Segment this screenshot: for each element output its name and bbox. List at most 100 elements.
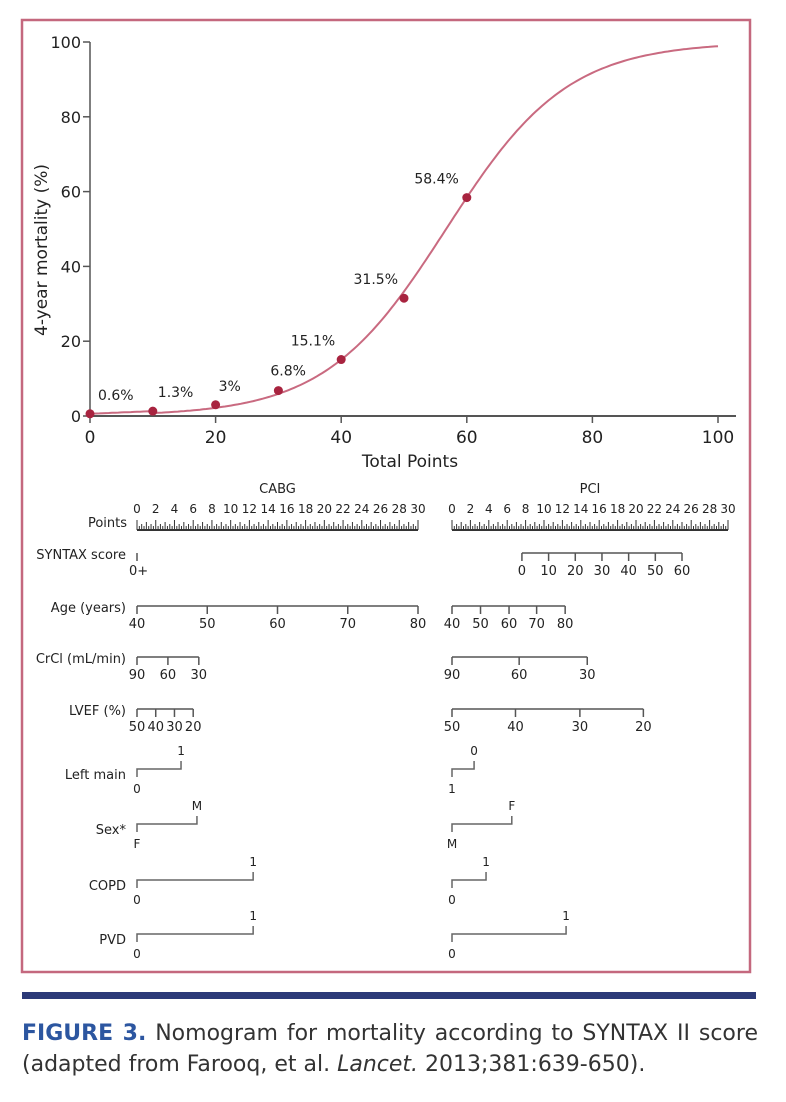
scale-label: F [508, 799, 515, 813]
points-tick-label: 28 [392, 502, 407, 516]
points-tick-label: 24 [665, 502, 680, 516]
points-tick-label: 30 [410, 502, 425, 516]
scale-label: 20 [185, 720, 202, 735]
scale-label: 10 [540, 564, 557, 579]
scale-label: 40 [129, 617, 146, 632]
points-tick-label: 28 [702, 502, 717, 516]
points-tick-label: 26 [684, 502, 699, 516]
data-label: 31.5% [354, 272, 398, 288]
binary-scale [136, 872, 254, 888]
row-label: SYNTAX score [36, 548, 126, 563]
points-tick-label: 20 [628, 502, 643, 516]
scale-label: 0 [448, 947, 456, 961]
points-tick-label: 2 [467, 502, 475, 516]
figure-caption: FIGURE 3. Nomogram for mortality accordi… [22, 1018, 758, 1080]
data-label: 58.4% [414, 172, 458, 188]
scale-label: 50 [199, 617, 216, 632]
points-tick-label: 18 [610, 502, 625, 516]
points-tick-label: 2 [152, 502, 160, 516]
scale-label: 1 [448, 782, 456, 796]
points-tick-label: 10 [536, 502, 551, 516]
scale-label: 0 [448, 893, 456, 907]
points-tick-label: 16 [592, 502, 607, 516]
y-tick-label: 0 [71, 407, 81, 426]
scale-label: 30 [166, 720, 183, 735]
points-tick-label: 22 [335, 502, 350, 516]
scale-label: 0 [518, 564, 526, 579]
scale-label: 30 [594, 564, 611, 579]
data-label: 1.3% [158, 385, 194, 401]
binary-scale [451, 872, 487, 888]
scale-label: 1 [177, 744, 185, 758]
scale-label: 40 [147, 720, 164, 735]
points-tick-label: 12 [555, 502, 570, 516]
scale-label: 0 [470, 744, 478, 758]
y-axis-label: 4-year mortality (%) [32, 164, 52, 336]
binary-scale [451, 761, 475, 777]
binary-scale [451, 926, 567, 942]
row-label: LVEF (%) [69, 704, 126, 719]
x-tick-label: 60 [456, 428, 478, 448]
caption-rule [22, 992, 756, 999]
binary-scale [451, 816, 513, 832]
points-tick-label: 4 [485, 502, 493, 516]
figure-frame [20, 18, 752, 974]
scale-label: 30 [579, 668, 596, 683]
scale-label: 60 [160, 668, 177, 683]
points-tick-label: 18 [298, 502, 313, 516]
y-tick-label: 40 [61, 257, 81, 276]
scale-label: 30 [572, 720, 589, 735]
x-tick-label: 40 [330, 428, 352, 448]
scale-label: 50 [472, 617, 489, 632]
figure-label: FIGURE 3. [22, 1021, 147, 1046]
scale-label: 80 [410, 617, 427, 632]
scale-label: 0 [133, 782, 141, 796]
points-tick-label: 14 [260, 502, 275, 516]
data-label: 15.1% [291, 334, 335, 350]
panel-title-pci: PCI [580, 482, 601, 497]
binary-scale [136, 761, 182, 777]
row-label: CrCl (mL/min) [36, 652, 126, 667]
data-point [462, 193, 472, 203]
data-point [336, 355, 346, 365]
points-tick-label: 6 [189, 502, 197, 516]
data-point [148, 406, 158, 416]
points-row-label: Points [88, 516, 127, 531]
panel-title-cabg: CABG [259, 482, 296, 497]
scale-label: 1 [562, 909, 570, 923]
x-tick-label: 100 [702, 428, 734, 448]
y-tick-label: 60 [61, 183, 81, 202]
scale-label: 1 [249, 909, 257, 923]
row-label: PVD [99, 933, 126, 948]
scale-label: M [447, 837, 457, 851]
scale-label: 90 [129, 668, 146, 683]
mortality-curve-chart: 0 20 40 60 80 100 0 20 40 60 80 100 Total Points 4-ye… [32, 33, 736, 472]
y-tick-label: 80 [61, 108, 81, 127]
points-tick-label: 26 [373, 502, 388, 516]
caption-text: Nomogram for mortality according to SYNT… [22, 1021, 758, 1077]
scale-label: 1 [249, 855, 257, 869]
points-tick-label: 8 [208, 502, 216, 516]
points-tick-label: 8 [522, 502, 530, 516]
scale-label: 60 [269, 617, 286, 632]
scale-label: 0 [133, 893, 141, 907]
binary-scale [136, 926, 254, 942]
data-label: 3% [219, 379, 241, 395]
scale-label: 40 [620, 564, 637, 579]
scale-label: 60 [511, 668, 528, 683]
scale-label: 60 [501, 617, 518, 632]
row-label: Age (years) [51, 601, 126, 616]
scale-label: 60 [674, 564, 691, 579]
scale-label: 0+ [129, 564, 148, 579]
scale-label: 40 [444, 617, 461, 632]
caption-journal: Lancet. [337, 1052, 419, 1077]
points-tick-label: 4 [171, 502, 179, 516]
caption-text-end: 2013;381:639-650). [418, 1052, 646, 1077]
scale-label: 90 [444, 668, 461, 683]
points-tick-label: 0 [448, 502, 456, 516]
scale-label: 1 [482, 855, 490, 869]
row-label: Sex* [96, 823, 127, 838]
points-tick-label: 6 [503, 502, 511, 516]
